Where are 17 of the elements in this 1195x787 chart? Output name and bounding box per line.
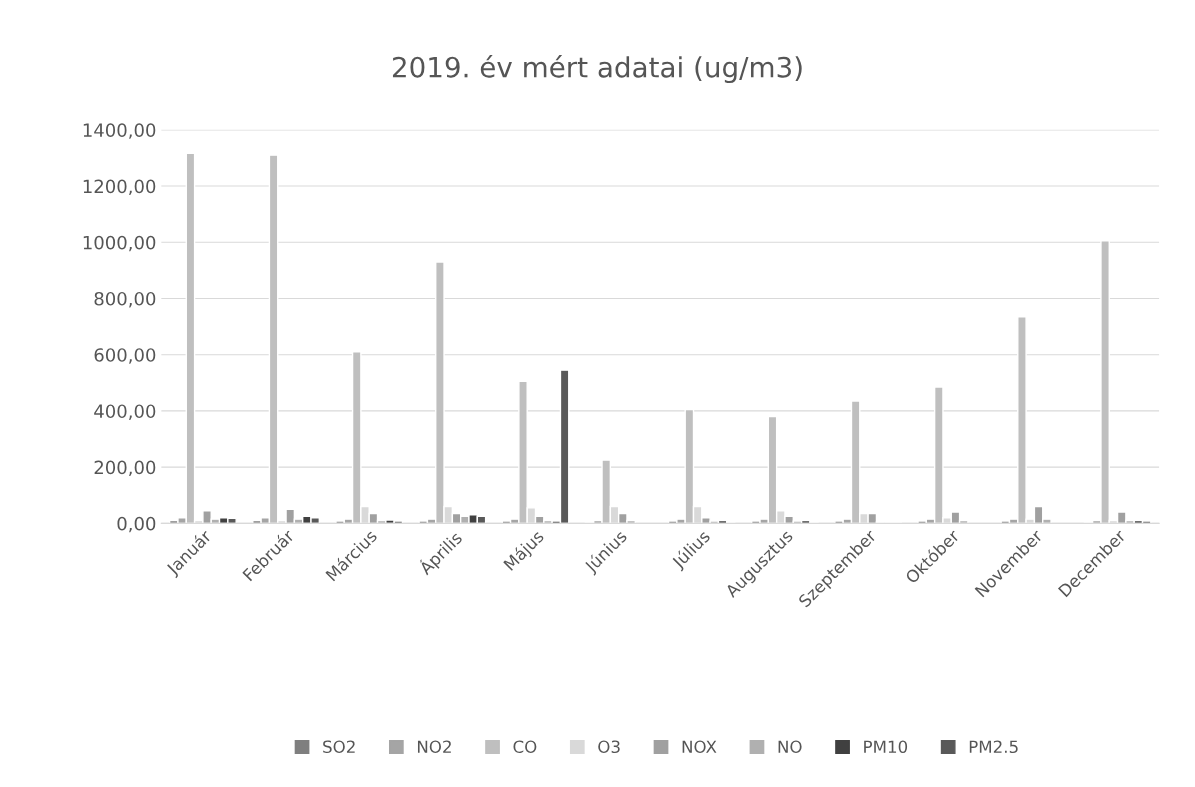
- y-tick-label: 1000,00: [83, 235, 156, 252]
- legend-label: PM10: [864, 740, 908, 754]
- y-tick-label: 0,00: [117, 516, 156, 533]
- legend-label: NO2: [417, 740, 451, 754]
- y-tick-label: 200,00: [94, 460, 156, 477]
- legend-label: O3: [598, 740, 620, 754]
- legend-label: NO: [778, 740, 802, 754]
- y-tick-label: 400,00: [94, 404, 156, 420]
- legend-label: CO: [513, 740, 537, 754]
- y-tick-label: 800,00: [94, 291, 156, 308]
- chart-title: 2019. év mért adatai (ug/m3): [392, 55, 802, 84]
- y-tick-label: 600,00: [94, 348, 156, 364]
- legend-label: PM2.5: [969, 740, 1018, 754]
- legend-label: SO2: [323, 740, 355, 754]
- legend-label: NOX: [682, 740, 717, 754]
- y-tick-label: 1200,00: [83, 179, 156, 196]
- y-tick-label: 1400,00: [83, 123, 156, 139]
